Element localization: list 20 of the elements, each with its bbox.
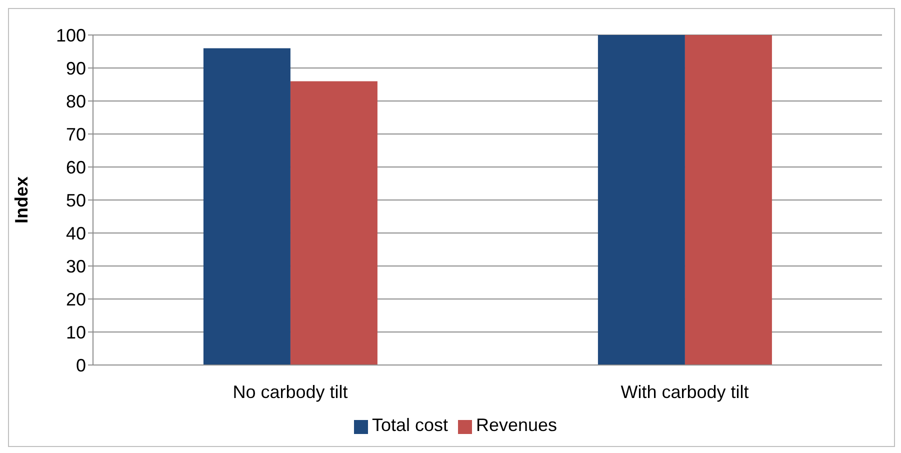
y-tick-label: 90 (66, 58, 86, 78)
y-tick-label: 50 (66, 190, 86, 210)
y-tick-label: 10 (66, 322, 86, 342)
y-tick-label: 20 (66, 289, 86, 310)
y-tick-label: 100 (56, 25, 86, 46)
y-tick-label: 70 (66, 124, 86, 144)
bar (598, 35, 685, 365)
legend-label: Total cost (372, 415, 448, 435)
y-tick-label: 40 (66, 223, 86, 244)
bar (684, 35, 772, 365)
bar (290, 81, 378, 365)
legend-label: Revenues (476, 415, 558, 435)
y-tick-label: 80 (66, 91, 86, 112)
x-tick-label: With carbody tilt (620, 382, 749, 402)
y-tick-label: 60 (66, 157, 86, 178)
y-tick-label: 30 (66, 256, 86, 276)
y-tick-label: 0 (76, 355, 86, 376)
x-tick-label: No carbody tilt (232, 382, 348, 402)
y-axis-title: Index (11, 176, 32, 224)
bar (203, 48, 290, 365)
